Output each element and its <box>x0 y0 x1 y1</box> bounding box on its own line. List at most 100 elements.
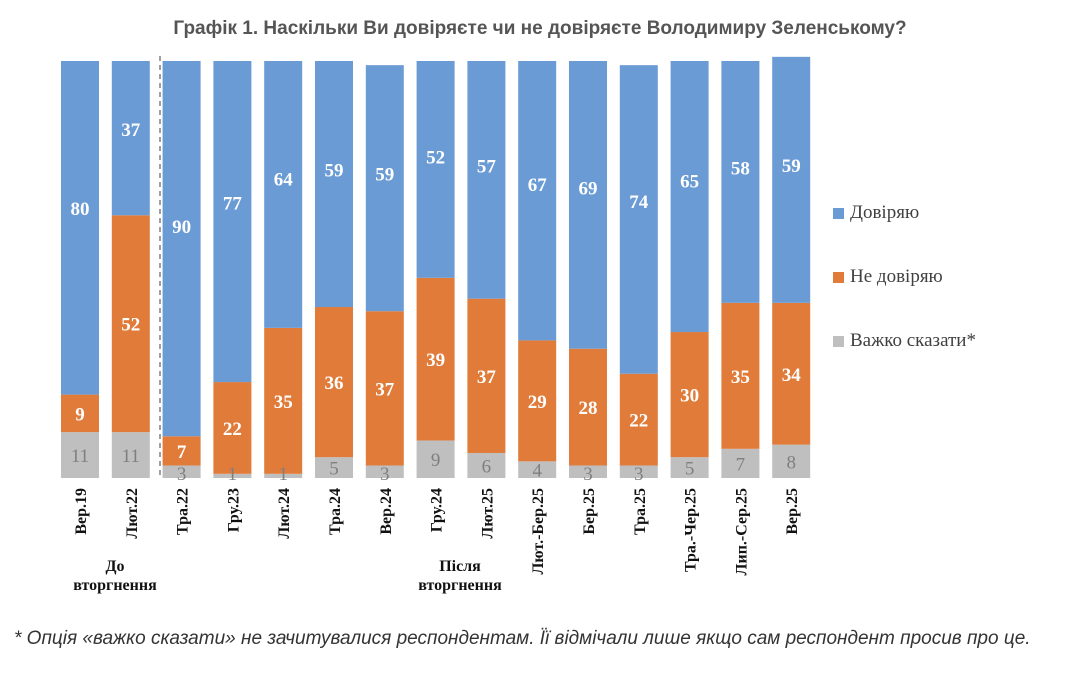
bar-segment-trust-2 <box>162 61 201 437</box>
bar-segment-hard-to-say-6 <box>365 465 404 478</box>
value-label-hard-to-say-7: 9 <box>431 450 441 471</box>
value-label-distrust-8: 37 <box>477 367 497 388</box>
category-labels-layer: Вер.19 Лют.22 Тра.22 Гру.23 Лют.24 Тра.24 Вер.… <box>73 488 801 575</box>
bar-segment-distrust-3 <box>213 382 252 474</box>
bar-segment-hard-to-say-3 <box>213 473 252 478</box>
legend-swatch-hard-to-say <box>833 335 844 347</box>
category-label-12: Тра.-Чер.25 <box>683 488 700 572</box>
value-label-hard-to-say-3: 1 <box>228 464 238 485</box>
bar-segment-hard-to-say-4 <box>264 473 303 478</box>
bar-segment-hard-to-say-2 <box>162 465 201 478</box>
bar-segment-distrust-8 <box>467 298 506 453</box>
legend-swatch-distrust <box>833 271 844 283</box>
bar-segment-distrust-11 <box>619 373 658 466</box>
bar-segment-distrust-6 <box>365 311 404 466</box>
value-label-hard-to-say-10: 3 <box>583 464 593 485</box>
category-label-0: Вер.19 <box>73 488 90 535</box>
bar-segment-hard-to-say-0 <box>61 432 99 478</box>
category-label-5: Тра.24 <box>327 488 344 535</box>
bar-segment-trust-13 <box>721 61 760 303</box>
value-label-distrust-2: 7 <box>177 442 187 463</box>
bar-segment-distrust-5 <box>315 307 353 458</box>
bar-segment-trust-9 <box>518 61 557 341</box>
bar-segment-hard-to-say-10 <box>569 465 607 478</box>
value-label-trust-0: 80 <box>71 199 90 220</box>
value-label-hard-to-say-0: 11 <box>71 446 89 467</box>
value-label-distrust-14: 34 <box>782 365 802 386</box>
bar-segment-distrust-10 <box>569 348 607 466</box>
bar-segment-trust-8 <box>467 61 506 299</box>
category-label-11: Тра.25 <box>632 488 649 535</box>
value-label-trust-14: 59 <box>782 156 801 177</box>
bar-segment-hard-to-say-12 <box>670 457 709 478</box>
value-label-trust-8: 57 <box>477 157 497 178</box>
group-before-line1: До <box>105 558 125 575</box>
value-labels-layer: 1198011523737901227713564536593375993952… <box>71 120 802 485</box>
value-label-hard-to-say-9: 4 <box>532 461 542 482</box>
bar-segment-hard-to-say-8 <box>467 452 506 478</box>
category-label-6: Вер.24 <box>378 488 395 535</box>
bar-segment-distrust-14 <box>772 302 811 445</box>
value-label-hard-to-say-2: 3 <box>177 464 187 485</box>
category-label-4: Лют.24 <box>276 488 293 539</box>
value-label-distrust-12: 30 <box>680 386 699 407</box>
legend-label-distrust: Не довіряю <box>850 266 943 287</box>
value-label-trust-10: 69 <box>579 179 598 200</box>
legend-swatch-trust <box>833 207 844 219</box>
value-label-distrust-3: 22 <box>223 419 242 440</box>
value-label-trust-6: 59 <box>375 164 394 185</box>
value-label-hard-to-say-12: 5 <box>685 459 695 480</box>
legend-label-hard-to-say: Важко сказати* <box>850 330 976 351</box>
value-label-trust-5: 59 <box>325 160 344 181</box>
category-label-9: Лют.-Бер.25 <box>530 488 547 575</box>
bar-segment-trust-10 <box>569 61 607 349</box>
bar-segment-distrust-9 <box>518 340 557 462</box>
bar-segment-trust-11 <box>619 65 658 374</box>
bar-segment-hard-to-say-9 <box>518 461 557 478</box>
bar-segment-hard-to-say-5 <box>315 457 353 478</box>
chart-title: Графік 1. Наскільки Ви довіряєте чи не д… <box>173 18 907 39</box>
value-label-hard-to-say-14: 8 <box>786 452 796 473</box>
legend-item-trust: Довіряю <box>833 202 919 224</box>
bar-segment-hard-to-say-14 <box>772 444 811 478</box>
value-label-distrust-0: 9 <box>75 404 85 425</box>
bar-segment-trust-7 <box>416 61 455 278</box>
group-after-line1: Після <box>439 558 481 575</box>
legend-item-distrust: Не довіряю <box>833 266 943 288</box>
value-label-distrust-1: 52 <box>121 315 140 336</box>
value-label-hard-to-say-13: 7 <box>736 454 746 475</box>
category-label-13: Лип.-Сер.25 <box>733 488 750 575</box>
bar-segment-distrust-13 <box>721 302 760 449</box>
legend-item-hard-to-say: Важко сказати* <box>833 330 976 352</box>
category-label-8: Лют.25 <box>479 488 496 539</box>
bar-segment-distrust-7 <box>416 277 455 441</box>
category-label-10: Бер.25 <box>581 488 598 535</box>
value-label-distrust-11: 22 <box>629 411 648 432</box>
value-label-hard-to-say-8: 6 <box>482 456 492 477</box>
bar-segment-trust-5 <box>315 61 353 308</box>
bar-segment-distrust-4 <box>264 327 303 474</box>
value-label-hard-to-say-6: 3 <box>380 464 390 485</box>
group-before-line2: вторгнення <box>73 577 157 594</box>
value-label-distrust-9: 29 <box>528 392 547 413</box>
value-label-distrust-10: 28 <box>579 398 598 419</box>
bar-segment-distrust-0 <box>61 394 99 433</box>
bar-segment-trust-14 <box>772 56 811 303</box>
bar-segment-trust-1 <box>111 61 150 216</box>
value-label-trust-1: 37 <box>121 120 141 141</box>
bar-segment-trust-0 <box>61 61 99 395</box>
bars-layer <box>61 56 811 478</box>
group-label-before-invasion: До вторгнення <box>50 557 180 595</box>
bar-segment-trust-3 <box>213 61 252 383</box>
group-after-line2: вторгнення <box>418 577 502 594</box>
category-label-7: Гру.24 <box>429 488 446 532</box>
category-label-1: Лют.22 <box>124 488 141 539</box>
value-label-trust-7: 52 <box>426 147 445 168</box>
value-label-distrust-7: 39 <box>426 350 445 371</box>
value-label-distrust-13: 35 <box>731 367 750 388</box>
category-label-3: Гру.23 <box>225 488 242 532</box>
bar-segment-hard-to-say-7 <box>416 440 455 478</box>
bar-segment-trust-6 <box>365 65 404 312</box>
footnote: * Опція «важко сказати» не зачитувалися … <box>14 628 1031 649</box>
bar-segment-hard-to-say-11 <box>619 465 658 478</box>
